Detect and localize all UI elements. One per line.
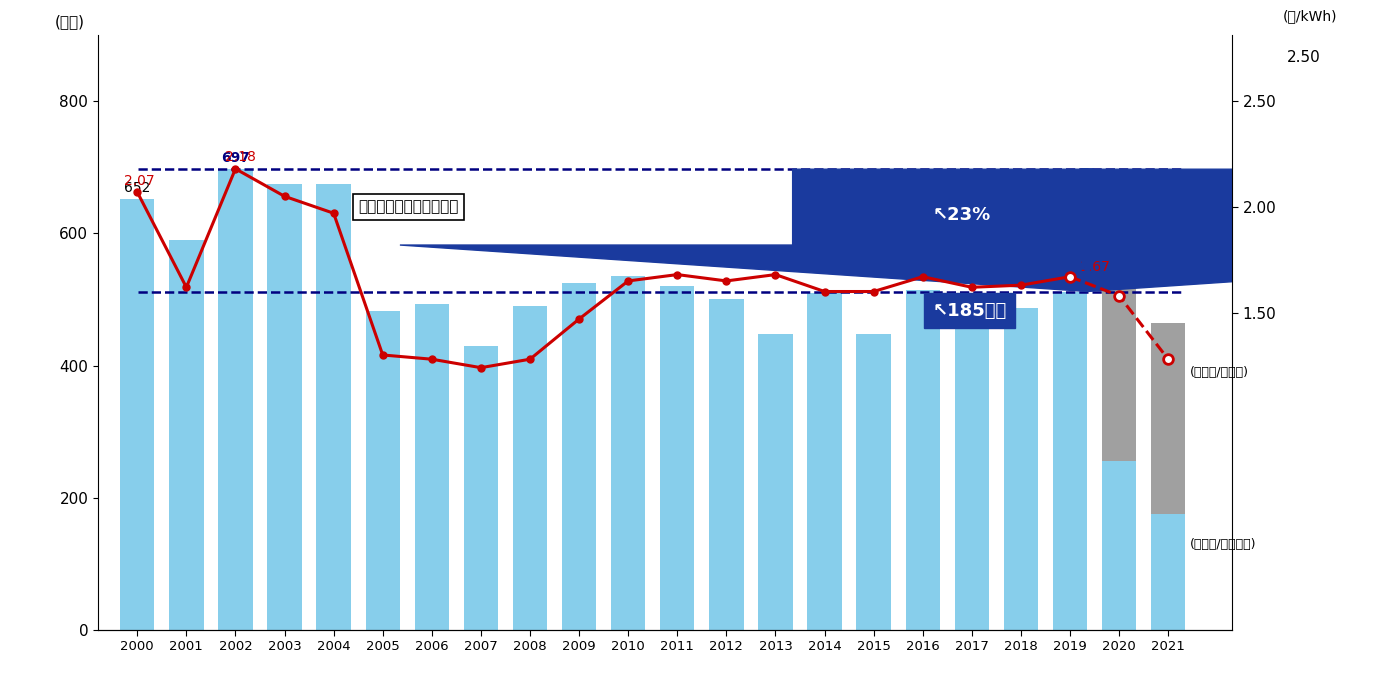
Text: (億円): (億円) — [55, 14, 85, 29]
Text: ↖23%: ↖23% — [932, 206, 991, 225]
Text: 2.18: 2.18 — [225, 150, 256, 164]
Bar — [955, 300, 988, 630]
Text: (分社化/北陸電力): (分社化/北陸電力) — [1190, 538, 1257, 551]
Bar — [267, 183, 302, 630]
Bar — [414, 304, 449, 630]
Bar — [463, 346, 498, 630]
Bar — [610, 276, 645, 630]
Bar — [808, 293, 841, 630]
Text: ↖185億円: ↖185億円 — [932, 302, 1007, 320]
Bar — [169, 240, 203, 630]
Bar — [1151, 514, 1186, 630]
Bar — [659, 286, 694, 630]
Text: 512: 512 — [1058, 274, 1086, 288]
Bar — [1102, 286, 1137, 461]
Text: 2.50: 2.50 — [1287, 50, 1320, 65]
Bar — [365, 311, 400, 630]
Text: 1.67: 1.67 — [1079, 260, 1110, 274]
Bar — [1053, 291, 1088, 630]
Bar — [1151, 323, 1186, 514]
Bar — [561, 283, 596, 630]
Bar — [1004, 308, 1037, 630]
Bar — [316, 183, 351, 630]
Bar — [218, 169, 252, 630]
Bar — [120, 199, 154, 630]
Bar — [857, 335, 890, 630]
Text: 697: 697 — [221, 151, 249, 165]
Text: 652: 652 — [125, 181, 150, 195]
Polygon shape — [1074, 169, 1100, 276]
Polygon shape — [400, 169, 1400, 291]
Text: 販売電力量あたり人件費: 販売電力量あたり人件費 — [358, 199, 459, 214]
Text: (円/kWh): (円/kWh) — [1282, 9, 1337, 23]
Bar — [1102, 461, 1137, 630]
Bar — [759, 335, 792, 630]
Text: 2.07: 2.07 — [125, 174, 155, 188]
Bar — [906, 290, 939, 630]
Text: (分社化/送配電): (分社化/送配電) — [1190, 365, 1249, 379]
Bar — [512, 306, 547, 630]
Bar — [710, 300, 743, 630]
